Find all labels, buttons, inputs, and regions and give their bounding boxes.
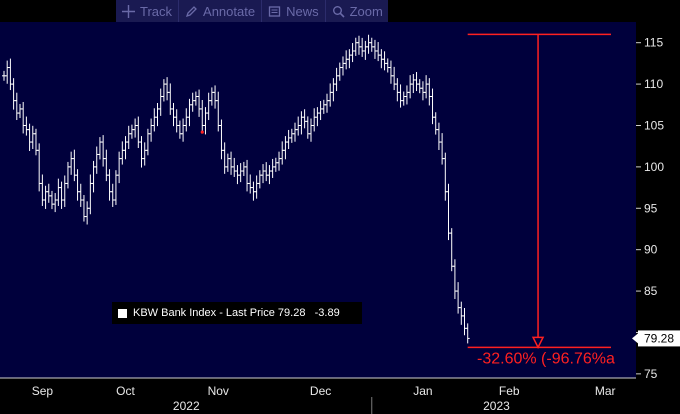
y-axis: 75 85 90 95 100 105 110 115 79.28 bbox=[632, 36, 680, 381]
track-button[interactable]: Track bbox=[116, 0, 178, 22]
last-price-box bbox=[638, 330, 680, 347]
y-tick-label: 95 bbox=[644, 201, 658, 215]
news-label: News bbox=[286, 3, 319, 19]
drawdown-annotation: -32.60% (-96.76%a bbox=[467, 33, 615, 367]
legend: KBW Bank Index - Last Price 79.28 -3.89 bbox=[112, 302, 362, 324]
pencil-icon bbox=[186, 5, 197, 17]
x-tick-label: Nov bbox=[208, 384, 229, 398]
drawdown-label: -32.60% (-96.76%a bbox=[477, 350, 615, 367]
track-label: Track bbox=[140, 3, 173, 19]
legend-last-price: 79.28 bbox=[277, 307, 306, 319]
y-tick-label: 85 bbox=[644, 284, 658, 298]
x-axis: Sep Oct Nov Dec Jan Feb Mar 2022 2023 bbox=[0, 377, 636, 414]
y-tick-label: 105 bbox=[644, 118, 664, 132]
price-bars bbox=[2, 34, 470, 344]
zoom-label: Zoom bbox=[349, 3, 383, 19]
y-tick-label: 100 bbox=[644, 160, 664, 174]
legend-change: -3.89 bbox=[314, 307, 340, 319]
plot-area bbox=[0, 22, 636, 378]
legend-series-name: KBW Bank Index - Last Price bbox=[133, 307, 275, 319]
drawdown-arrow-head bbox=[531, 336, 545, 350]
x-tick-label: Dec bbox=[310, 384, 331, 398]
annotation-dot bbox=[200, 130, 204, 134]
y-tick-label: 75 bbox=[644, 367, 658, 381]
x-tick-label: Mar bbox=[595, 384, 616, 398]
x-tick-label: Sep bbox=[32, 384, 54, 398]
x-tick-label: Feb bbox=[499, 384, 520, 398]
x-tick-label: Oct bbox=[116, 384, 135, 398]
chart-toolbar: Track Annotate News Zoom bbox=[116, 0, 388, 22]
y-tick-label: 90 bbox=[644, 243, 658, 257]
news-button[interactable]: News bbox=[261, 0, 325, 22]
news-icon bbox=[268, 5, 281, 17]
annotate-label: Annotate bbox=[203, 3, 256, 19]
y-tick-label: 115 bbox=[644, 36, 663, 50]
last-price-label: 79.28 bbox=[644, 331, 674, 345]
annotate-button[interactable]: Annotate bbox=[178, 0, 261, 22]
x-tick-label: Jan bbox=[413, 384, 432, 398]
year-label: 2022 bbox=[173, 399, 200, 413]
legend-swatch bbox=[118, 308, 127, 318]
y-tick-label: 110 bbox=[644, 77, 663, 91]
zoom-button[interactable]: Zoom bbox=[324, 0, 389, 22]
last-price-pointer bbox=[632, 333, 638, 344]
magnifier-icon bbox=[332, 5, 345, 18]
year-label: 2023 bbox=[483, 399, 510, 413]
crosshair-icon bbox=[122, 4, 135, 18]
